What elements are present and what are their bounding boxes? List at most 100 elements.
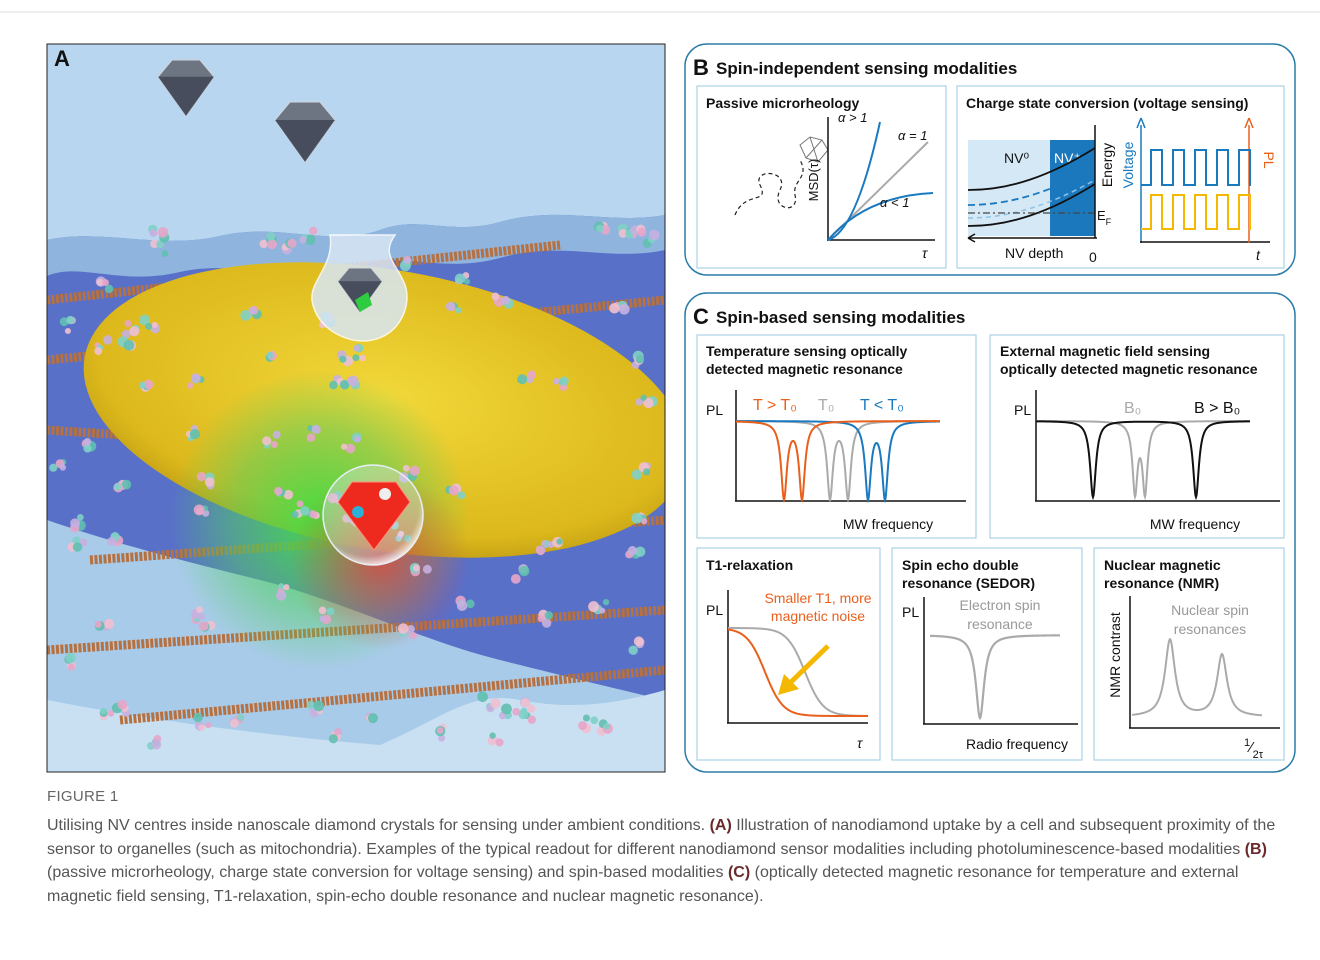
protein bbox=[309, 227, 317, 235]
protein bbox=[249, 307, 257, 315]
protein bbox=[187, 382, 193, 388]
curve bbox=[736, 421, 940, 500]
subpanel-title: optically detected magnetic resonance bbox=[1000, 361, 1258, 377]
protein bbox=[528, 716, 536, 724]
protein bbox=[329, 734, 338, 743]
curve-label: α < 1 bbox=[880, 195, 909, 210]
axis-label: Voltage bbox=[1120, 141, 1136, 188]
protein bbox=[634, 636, 644, 646]
subpanel-title: T1-relaxation bbox=[706, 557, 793, 573]
protein bbox=[640, 395, 646, 401]
protein bbox=[300, 506, 310, 516]
protein bbox=[496, 738, 504, 746]
protein bbox=[527, 370, 536, 379]
protein bbox=[628, 645, 637, 654]
subpanel-title: resonance (SEDOR) bbox=[902, 575, 1035, 591]
protein bbox=[449, 485, 459, 495]
protein bbox=[446, 302, 455, 311]
x-axis-label: MW frequency bbox=[843, 516, 933, 532]
protein bbox=[196, 606, 203, 613]
caption-text: (passive microrheology, charge state con… bbox=[47, 864, 728, 881]
protein bbox=[198, 613, 205, 620]
protein bbox=[578, 721, 587, 730]
protein bbox=[287, 239, 296, 248]
panel-title: Spin-independent sensing modalities bbox=[716, 59, 1017, 78]
trajectory bbox=[735, 160, 803, 215]
protein bbox=[145, 323, 152, 330]
protein bbox=[637, 228, 646, 237]
protein bbox=[73, 542, 82, 551]
protein bbox=[628, 546, 637, 555]
curve bbox=[930, 635, 1060, 718]
fermi-base: E bbox=[1097, 208, 1106, 223]
protein bbox=[354, 436, 361, 443]
x-axis-label: NV depth bbox=[1005, 245, 1063, 261]
protein bbox=[267, 232, 276, 241]
v-atom bbox=[379, 488, 391, 500]
protein bbox=[603, 723, 609, 729]
fermi-sub: F bbox=[1106, 217, 1112, 227]
panel-label: A bbox=[54, 46, 70, 71]
illustration bbox=[47, 44, 710, 772]
protein bbox=[162, 250, 169, 257]
protein bbox=[190, 429, 200, 439]
protein bbox=[319, 607, 327, 615]
x-axis-label: 1⁄2τ bbox=[1244, 737, 1264, 761]
protein bbox=[553, 378, 560, 385]
protein bbox=[66, 653, 76, 663]
protein bbox=[636, 355, 645, 364]
protein bbox=[489, 732, 495, 738]
protein bbox=[339, 356, 346, 363]
protein bbox=[271, 441, 278, 448]
protein bbox=[262, 436, 271, 445]
protein bbox=[194, 505, 205, 516]
protein bbox=[307, 433, 316, 442]
caption-panel-ref: (A) bbox=[710, 817, 732, 834]
protein bbox=[334, 729, 340, 735]
y-axis-label: PL bbox=[1014, 402, 1031, 418]
protein bbox=[191, 373, 201, 383]
protein bbox=[107, 537, 116, 546]
protein bbox=[114, 483, 121, 490]
protein bbox=[312, 425, 321, 434]
protein bbox=[556, 538, 562, 544]
region-label: NV⁰ bbox=[1004, 150, 1029, 166]
protein bbox=[398, 623, 409, 634]
annotation: Smaller T1, more bbox=[764, 590, 871, 606]
protein bbox=[545, 611, 553, 619]
protein bbox=[501, 703, 512, 714]
annotation: magnetic noise bbox=[771, 608, 865, 624]
protein bbox=[313, 701, 324, 712]
protein bbox=[649, 230, 660, 241]
protein bbox=[341, 444, 347, 450]
membrane-top bbox=[47, 44, 665, 241]
panel-label: B bbox=[693, 55, 709, 80]
protein bbox=[466, 600, 475, 609]
protein bbox=[423, 565, 432, 574]
protein bbox=[83, 444, 91, 452]
y-axis-label: NMR contrast bbox=[1107, 612, 1123, 698]
subpanel-title: Spin echo double bbox=[902, 557, 1019, 573]
subpanel-title: External magnetic field sensing bbox=[1000, 343, 1210, 359]
t1-frame bbox=[697, 548, 880, 760]
protein bbox=[151, 739, 161, 749]
protein bbox=[193, 713, 203, 723]
curve bbox=[1036, 421, 1250, 497]
protein bbox=[521, 698, 530, 707]
protein bbox=[437, 727, 444, 734]
y-axis-label: MSD(τ) bbox=[806, 159, 821, 202]
protein bbox=[404, 257, 411, 264]
protein bbox=[70, 518, 80, 528]
protein bbox=[84, 438, 91, 445]
protein bbox=[118, 700, 128, 710]
subpanel-title: Temperature sensing optically bbox=[706, 343, 907, 359]
protein bbox=[274, 487, 282, 495]
protein bbox=[359, 355, 366, 362]
protein bbox=[353, 345, 359, 351]
x-axis-label: τ bbox=[922, 245, 928, 261]
protein bbox=[583, 714, 590, 721]
protein bbox=[588, 601, 599, 612]
curve-label: B > B₀ bbox=[1194, 400, 1240, 417]
curve bbox=[736, 421, 940, 500]
